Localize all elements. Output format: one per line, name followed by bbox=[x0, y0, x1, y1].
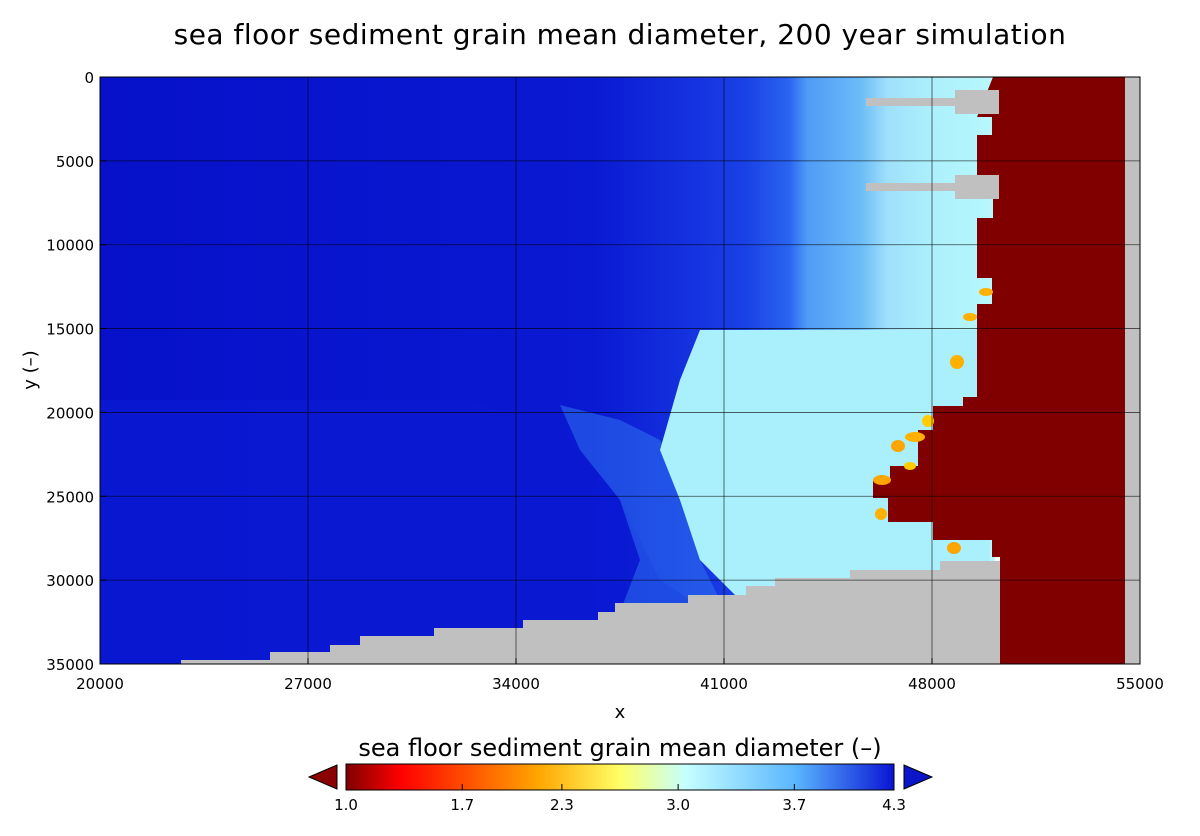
hotspot bbox=[905, 432, 925, 442]
y-tick-label: 0 bbox=[84, 69, 94, 87]
land-right-strip bbox=[1125, 77, 1140, 664]
colorbar-over-arrow bbox=[903, 764, 934, 790]
x-tick-label: 34000 bbox=[492, 675, 540, 693]
y-tick-label: 35000 bbox=[46, 656, 94, 674]
heatmap-deep-band bbox=[100, 400, 690, 664]
colorbar-gradient bbox=[345, 763, 895, 791]
colorbar-tick-label: 1.7 bbox=[450, 796, 474, 814]
y-axis-label: y (–) bbox=[20, 350, 41, 389]
hotspot bbox=[979, 288, 993, 296]
shoreline-hotspots bbox=[873, 288, 993, 554]
y-tick-label: 5000 bbox=[56, 153, 94, 171]
y-tick-label: 15000 bbox=[46, 321, 94, 339]
x-axis-ticks: 20000 27000 34000 41000 48000 55000 bbox=[76, 658, 1164, 693]
hotspot bbox=[963, 313, 977, 321]
colorbar: 1.0 1.7 2.3 3.0 3.7 4.3 bbox=[307, 763, 934, 814]
x-tick-label: 48000 bbox=[908, 675, 956, 693]
y-tick-label: 10000 bbox=[46, 237, 94, 255]
x-tick-label: 55000 bbox=[1116, 675, 1164, 693]
y-tick-label: 20000 bbox=[46, 404, 94, 422]
hotspot bbox=[904, 462, 916, 470]
hotspot bbox=[875, 508, 887, 520]
x-tick-label: 20000 bbox=[76, 675, 124, 693]
colorbar-under-arrow bbox=[307, 764, 338, 790]
heatmap-transition-band bbox=[560, 405, 720, 664]
y-tick-label: 30000 bbox=[46, 572, 94, 590]
colorbar-tick-label: 3.0 bbox=[666, 796, 690, 814]
hotspot bbox=[950, 355, 964, 369]
hotspot bbox=[873, 475, 891, 485]
plot-frame bbox=[99, 76, 1141, 665]
colorbar-tick-label: 4.3 bbox=[882, 796, 906, 814]
x-tick-label: 41000 bbox=[700, 675, 748, 693]
hotspot bbox=[891, 440, 905, 452]
hotspot bbox=[947, 542, 961, 554]
x-tick-label: 27000 bbox=[284, 675, 332, 693]
land-bottom bbox=[181, 561, 1000, 664]
heatmap-field bbox=[100, 77, 1140, 664]
heatmap-nearshore-light bbox=[660, 330, 990, 600]
x-axis-label: x bbox=[615, 702, 626, 723]
chart-title: sea floor sediment grain mean diameter, … bbox=[173, 18, 1067, 51]
shoreline-region bbox=[873, 77, 1125, 664]
y-axis-ticks: 0 5000 10000 15000 20000 25000 30000 35000 bbox=[46, 69, 106, 674]
pier-upper bbox=[866, 90, 999, 114]
colorbar-tick-label: 3.7 bbox=[782, 796, 806, 814]
hotspot bbox=[922, 415, 934, 427]
colorbar-ticks: 1.0 1.7 2.3 3.0 3.7 4.3 bbox=[334, 784, 906, 814]
colorbar-tick-label: 2.3 bbox=[550, 796, 574, 814]
y-tick-label: 25000 bbox=[46, 488, 94, 506]
pier-lower bbox=[866, 175, 999, 199]
colorbar-label: sea floor sediment grain mean diameter (… bbox=[358, 734, 882, 762]
colorbar-tick-label: 1.0 bbox=[334, 796, 358, 814]
